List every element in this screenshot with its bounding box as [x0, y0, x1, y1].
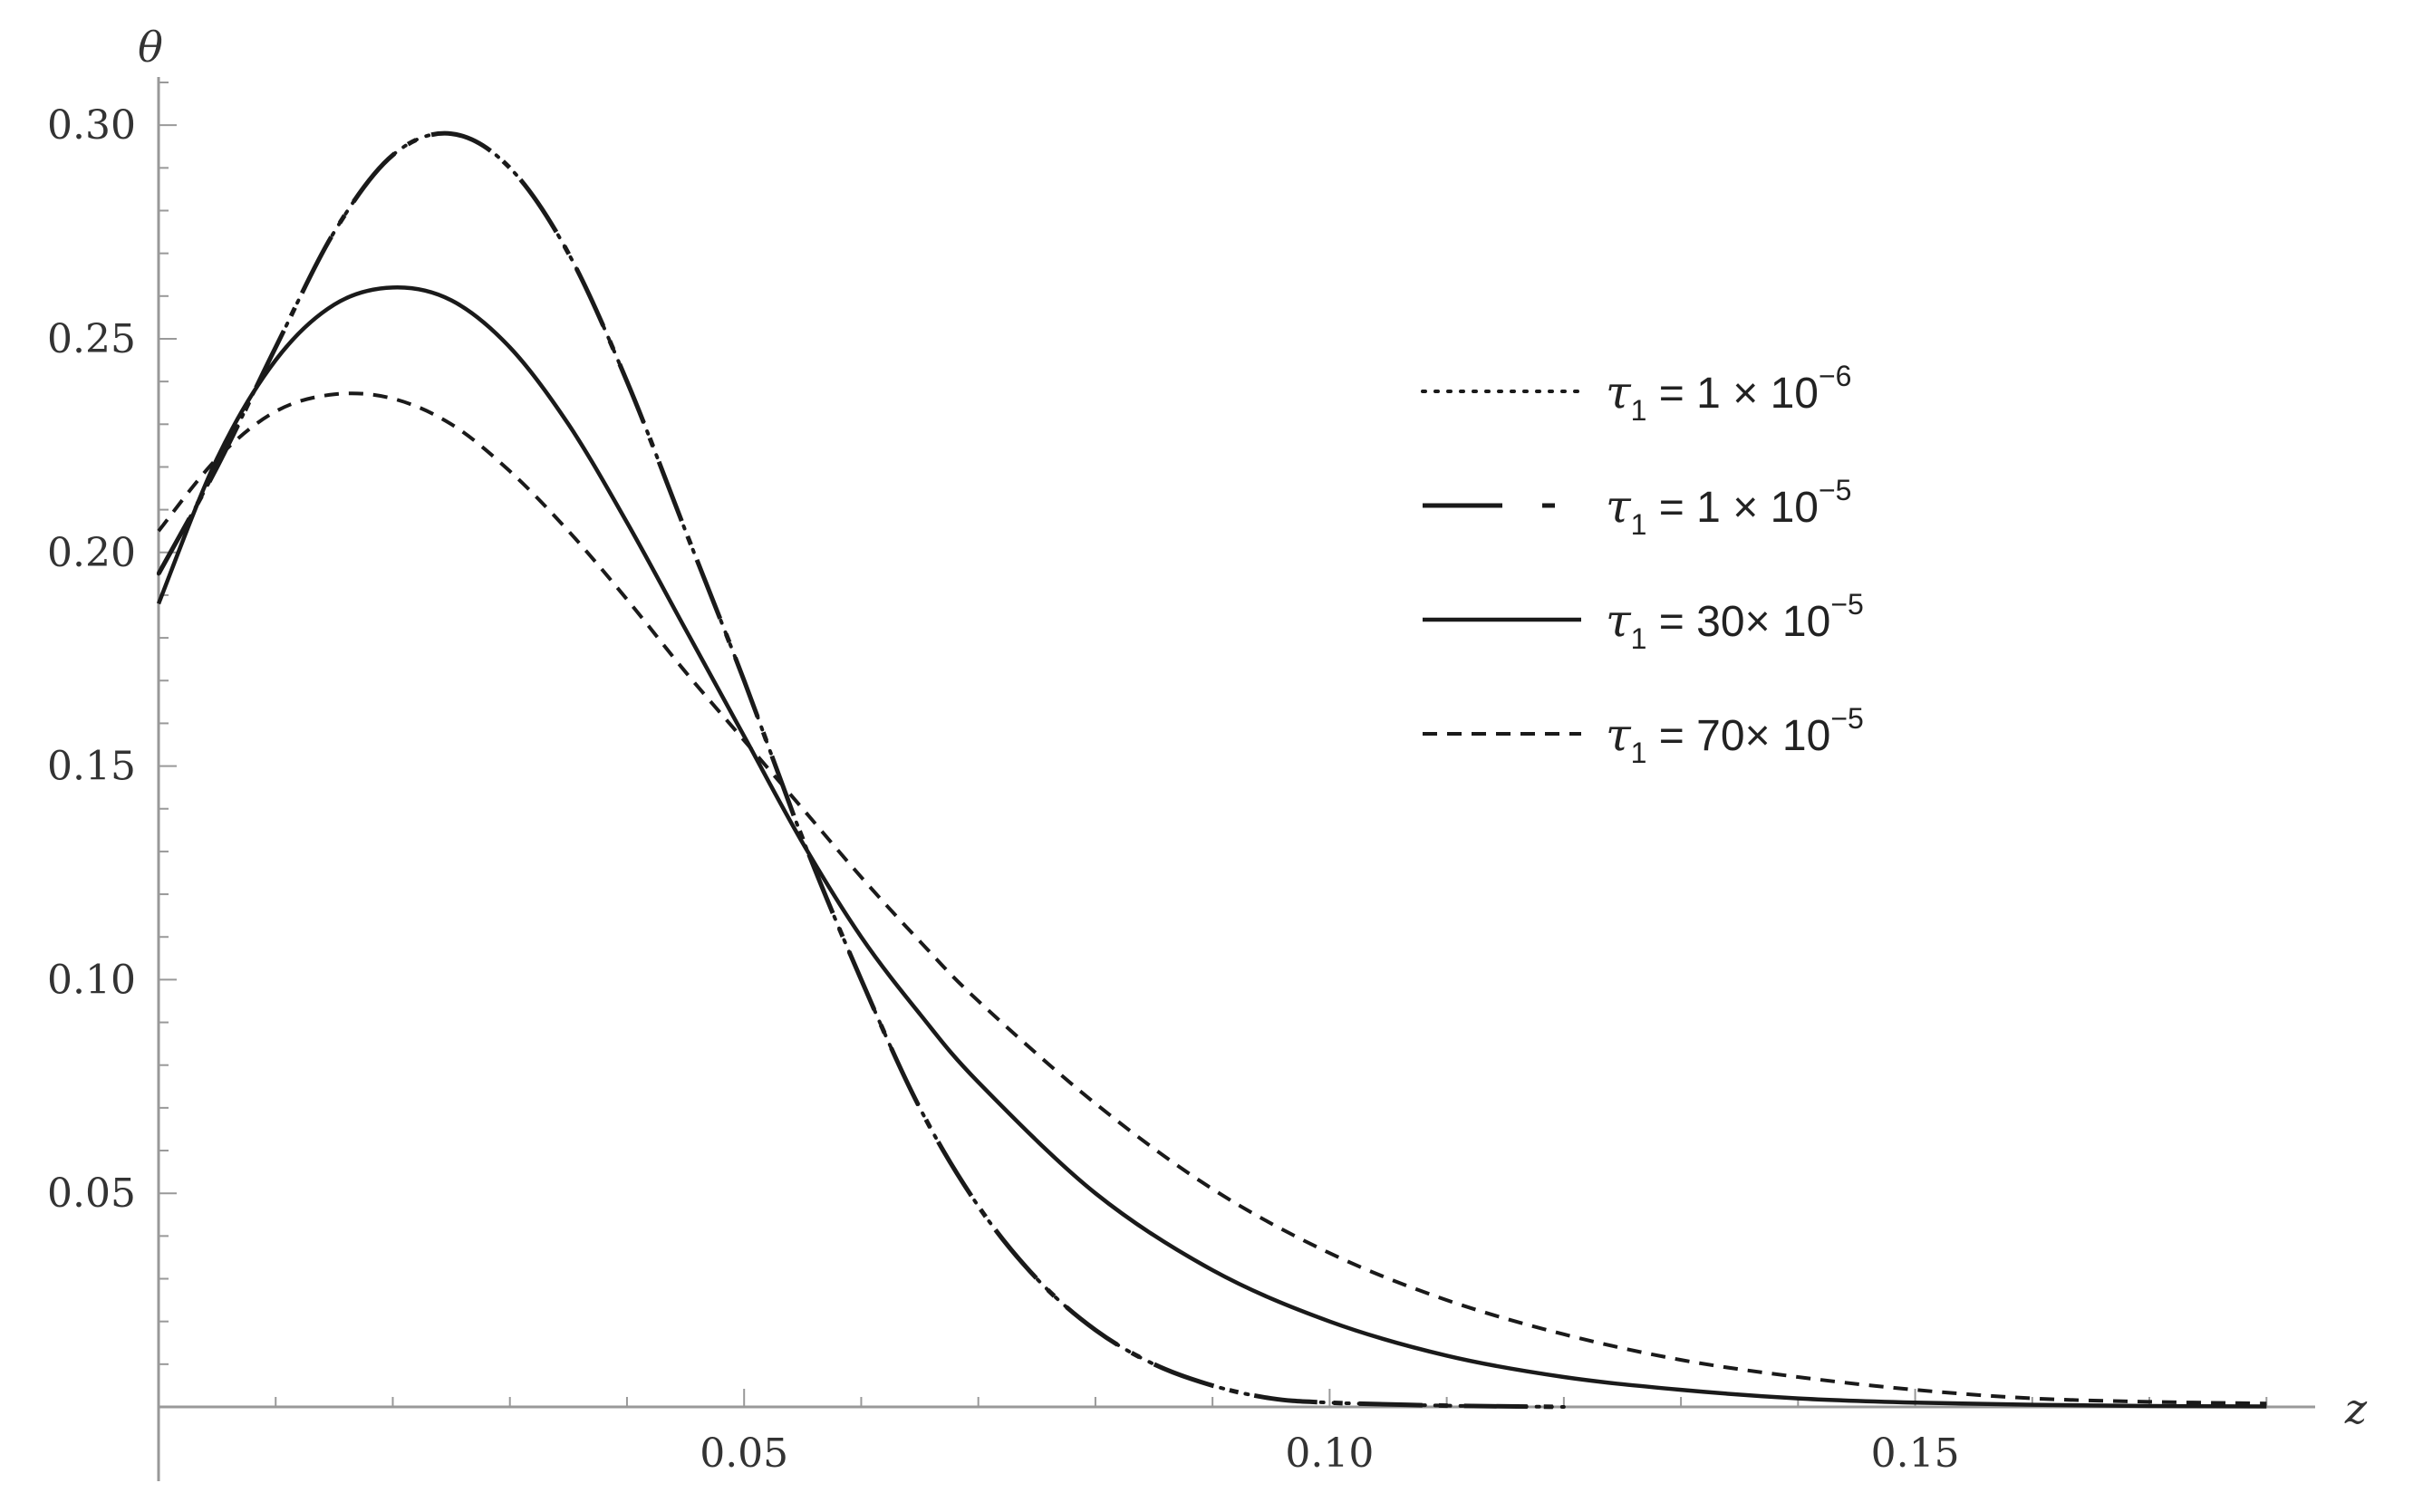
y-tick-label: 0.05	[47, 1170, 136, 1217]
series-lines	[156, 130, 2267, 1410]
series-line-longdash	[156, 130, 1564, 1410]
legend-item: τ1 = 1 × 10−5	[1423, 474, 1851, 541]
legend-symbol: τ	[1606, 708, 1632, 761]
legend-subscript: 1	[1631, 394, 1647, 427]
x-tick-label: 0.10	[1285, 1430, 1374, 1477]
legend-text: = 30× 10	[1646, 598, 1830, 646]
series-line-dashed	[157, 391, 2267, 1406]
legend-symbol: τ	[1606, 594, 1632, 647]
y-tick-label: 0.15	[47, 744, 136, 790]
legend-item: τ1 = 1 × 10−6	[1421, 360, 1851, 427]
legend-symbol: τ	[1606, 366, 1632, 419]
legend-label: τ1 = 70× 10−5	[1606, 702, 1864, 769]
legend-subscript: 1	[1631, 508, 1647, 541]
series-line-dotted	[157, 131, 1566, 1409]
series-line-solid	[156, 285, 2267, 1409]
x-axis-label: z	[2344, 1384, 2368, 1433]
y-tick-label: 0.10	[47, 957, 136, 1003]
y-tick-label: 0.30	[47, 102, 136, 149]
legend-item: τ1 = 30× 10−5	[1423, 588, 1864, 655]
legend-exponent: −5	[1819, 474, 1851, 506]
x-tick-label: 0.05	[700, 1430, 788, 1477]
legend-label: τ1 = 1 × 10−5	[1606, 474, 1851, 541]
x-tick-label: 0.15	[1871, 1430, 1960, 1477]
legend-item: τ1 = 70× 10−5	[1423, 702, 1864, 769]
axes: zθ	[138, 23, 2368, 1481]
y-tick-label: 0.20	[47, 530, 136, 576]
legend-exponent: −5	[1830, 588, 1863, 621]
legend-subscript: 1	[1631, 622, 1647, 655]
legend-text: = 1 × 10	[1646, 484, 1819, 532]
legend: τ1 = 1 × 10−6τ1 = 1 × 10−5τ1 = 30× 10−5τ…	[1421, 360, 1864, 769]
legend-label: τ1 = 30× 10−5	[1606, 588, 1864, 655]
legend-text: = 1 × 10	[1646, 370, 1819, 418]
legend-exponent: −5	[1830, 702, 1863, 735]
legend-symbol: τ	[1606, 480, 1632, 533]
ticks: 0.05 0.10 0.15 0.05 0.10 0.15 0.20 0.25 0.30	[47, 82, 2268, 1477]
y-axis-label: θ	[138, 23, 163, 72]
y-tick-label: 0.25	[47, 316, 136, 362]
legend-subscript: 1	[1631, 737, 1647, 769]
legend-text: = 70× 10	[1646, 712, 1830, 760]
legend-label: τ1 = 1 × 10−6	[1606, 360, 1851, 427]
legend-exponent: −6	[1819, 360, 1851, 392]
